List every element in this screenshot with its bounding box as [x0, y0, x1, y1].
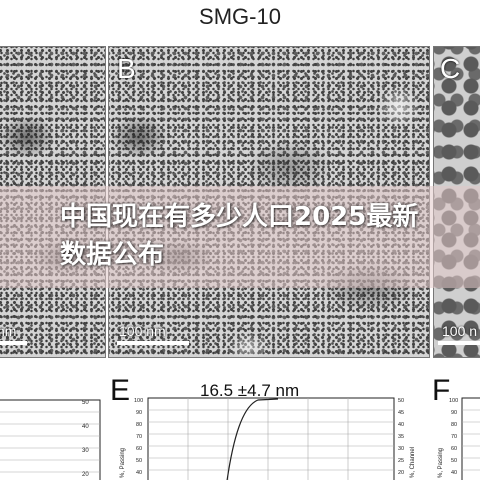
y-tick-left: 70: [136, 434, 142, 440]
y-tick-left: 40: [136, 470, 142, 476]
y-tick: 50: [82, 400, 89, 406]
y-tick-left: 60: [136, 446, 142, 452]
y-tick-left: 60: [451, 446, 457, 452]
gridlines: [462, 409, 480, 471]
scale-bar: [0, 341, 27, 345]
gridlines: [148, 398, 394, 480]
overlay-caption: 中国现在有多少人口2025最新数据公布: [60, 202, 419, 270]
scale-bar-label: 100 nm: [119, 323, 166, 339]
scale-bar-label: 100 n: [442, 323, 478, 339]
y-tick-left: 50: [136, 458, 142, 464]
plot-d-svg: 50 40 30 20: [0, 399, 101, 480]
size-distribution-plot-e: E 16.5 ±4.7 nm 100 90 80 70 60 50 40 50 …: [108, 366, 428, 480]
scale-bar: [438, 341, 480, 345]
y-tick: 30: [82, 448, 89, 454]
overlay-banner: [0, 186, 480, 288]
cumulative-curve: [226, 398, 279, 480]
y-tick-left: 70: [451, 434, 457, 440]
plot-f-svg: F 100 90 80 70 60 50 40 %, Passing: [432, 374, 480, 480]
y-tick-left: 80: [451, 422, 457, 428]
y-tick-left: 90: [136, 410, 142, 416]
plot-frame: [147, 397, 395, 480]
y-axis-label-right: %, Channel: [410, 447, 416, 478]
y-tick-right: 20: [398, 470, 404, 476]
gridlines: [0, 411, 100, 473]
panel-letter-c: C: [440, 53, 461, 84]
y-tick-left: 40: [451, 470, 457, 476]
y-axis-label-left: %, Passing: [120, 448, 126, 478]
y-tick-right: 25: [398, 458, 404, 464]
plot-frame: [0, 399, 101, 480]
y-tick-left: 100: [449, 398, 458, 404]
figure-title: SMG-10: [199, 4, 281, 29]
plot-frame: [461, 397, 480, 480]
y-axis-label-left: %, Passing: [438, 448, 444, 478]
size-annotation: 16.5 ±4.7 nm: [200, 381, 299, 400]
y-tick: 20: [82, 472, 89, 478]
panel-letter-b: B: [117, 53, 136, 84]
y-tick-left: 50: [451, 458, 457, 464]
y-tick: 40: [82, 424, 89, 430]
y-tick-right: 50: [398, 398, 404, 404]
y-tick-right: 45: [398, 410, 404, 416]
size-distribution-plot-f: F 100 90 80 70 60 50 40 %, Passing: [432, 366, 480, 480]
scale-bar-label: nm: [0, 323, 17, 339]
y-tick-right: 35: [398, 434, 404, 440]
y-tick-left: 100: [134, 398, 143, 404]
y-tick-left: 90: [451, 410, 457, 416]
y-tick-right: 40: [398, 422, 404, 428]
panel-letter-e: E: [110, 374, 130, 407]
y-tick-right: 30: [398, 446, 404, 452]
panel-letter-f: F: [432, 374, 450, 407]
plot-e-svg: E 16.5 ±4.7 nm 100 90 80 70 60 50 40 50 …: [110, 374, 416, 480]
y-tick-left: 80: [136, 422, 142, 428]
scale-bar: [117, 341, 189, 345]
size-distribution-plot-d: 50 40 30 20: [0, 366, 104, 480]
